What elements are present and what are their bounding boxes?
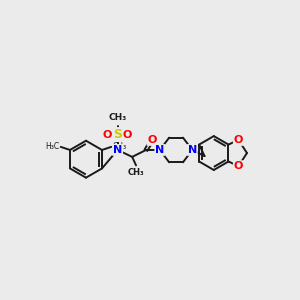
Text: CH₃: CH₃ <box>113 142 127 152</box>
Text: O: O <box>234 161 243 171</box>
Text: N: N <box>188 145 197 155</box>
Text: O: O <box>234 135 243 145</box>
Text: N: N <box>155 145 164 155</box>
Text: H₃C: H₃C <box>45 142 59 152</box>
Text: S: S <box>113 128 122 141</box>
Text: N: N <box>113 145 122 155</box>
Text: CH₃: CH₃ <box>108 113 127 122</box>
Text: CH₃: CH₃ <box>128 168 144 177</box>
Text: O: O <box>148 135 157 145</box>
Text: O: O <box>103 130 112 140</box>
Text: O: O <box>123 130 132 140</box>
